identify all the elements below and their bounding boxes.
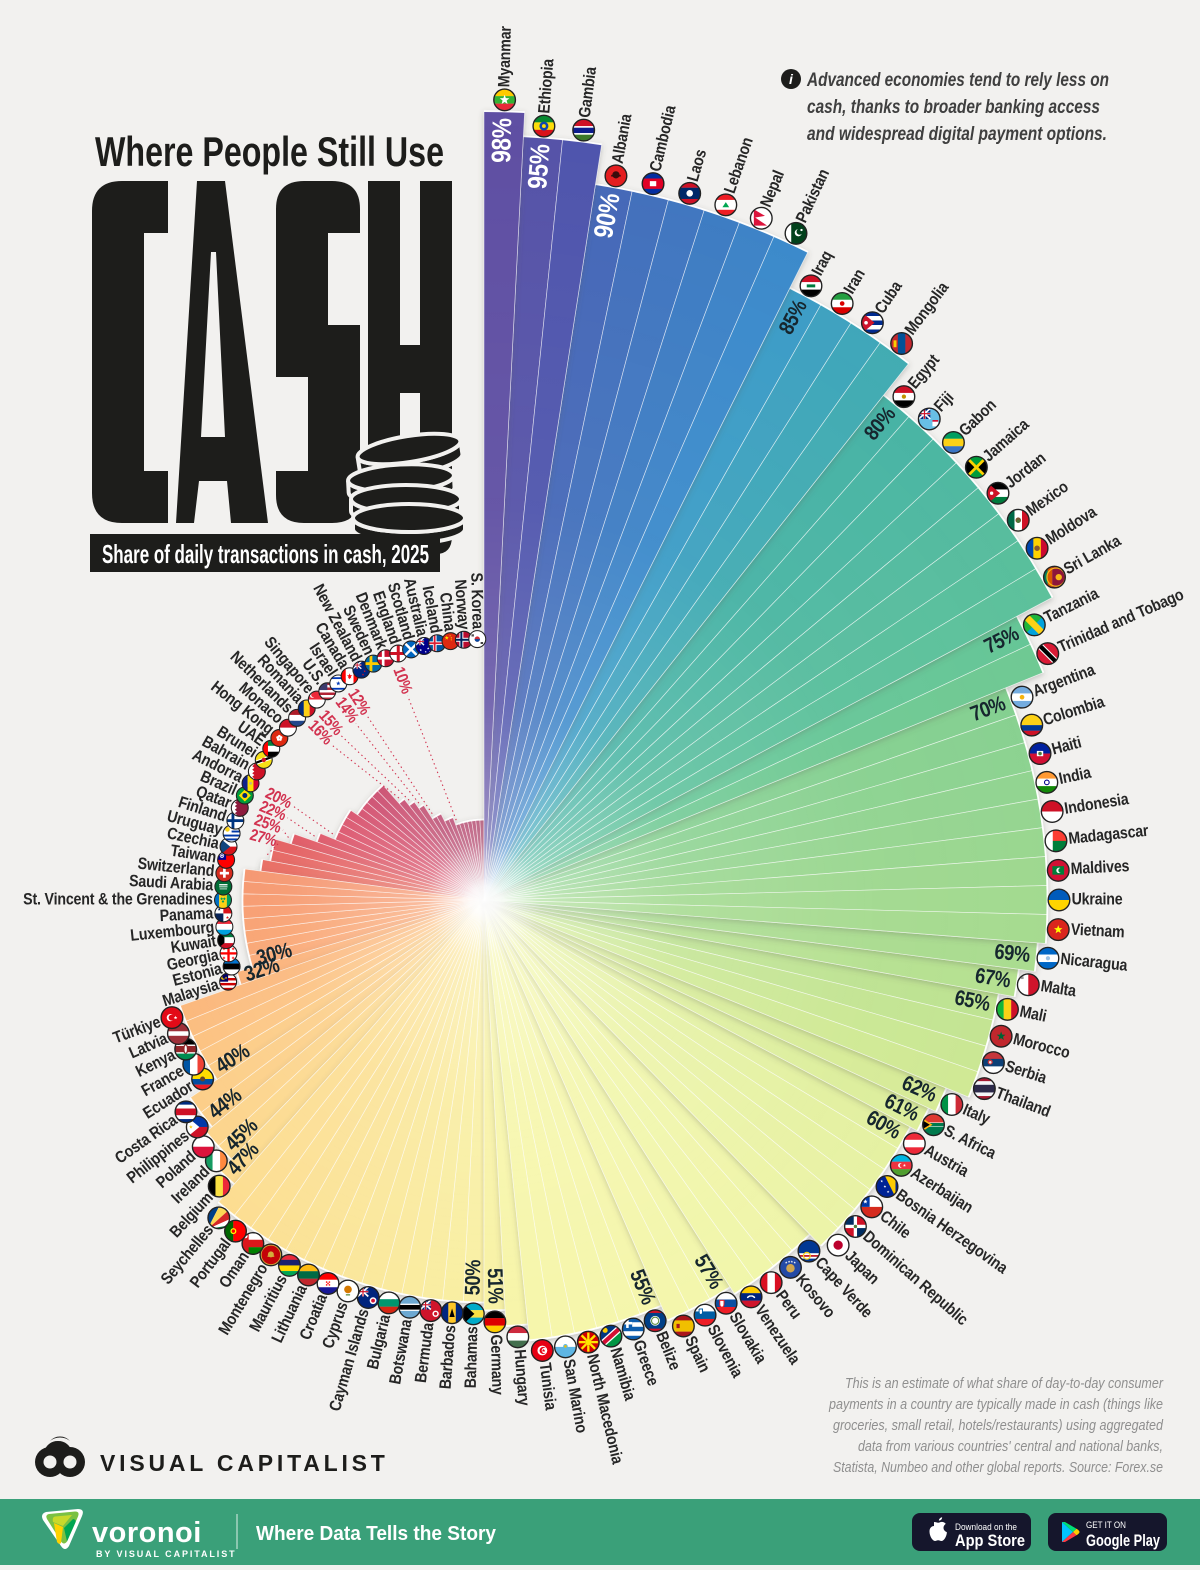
svg-text:Share of daily transactions in: Share of daily transactions in cash, 202… <box>102 539 429 569</box>
svg-text:Where Data Tells the Story: Where Data Tells the Story <box>256 1523 497 1545</box>
svg-text:Where People Still Use: Where People Still Use <box>95 128 444 175</box>
svg-text:Norway: Norway <box>451 579 473 631</box>
svg-text:Bahamas: Bahamas <box>462 1326 482 1388</box>
svg-text:BY VISUAL CAPITALIST: BY VISUAL CAPITALIST <box>96 1549 237 1559</box>
svg-text:Saudi Arabia: Saudi Arabia <box>129 872 214 895</box>
svg-text:50%: 50% <box>461 1259 486 1296</box>
svg-text:Advanced economies tend to rel: Advanced economies tend to rely less on <box>806 70 1109 91</box>
svg-text:69%: 69% <box>993 940 1031 967</box>
svg-text:Malta: Malta <box>1039 977 1077 1001</box>
svg-text:St. Vincent & the Grenadines: St. Vincent & the Grenadines <box>23 890 213 908</box>
svg-text:Barbados: Barbados <box>437 1325 460 1390</box>
svg-text:This is an estimate of what sh: This is an estimate of what share of day… <box>845 1376 1164 1392</box>
svg-text:Germany: Germany <box>487 1334 507 1395</box>
svg-text:98%: 98% <box>486 118 517 164</box>
svg-text:Panama: Panama <box>159 904 214 925</box>
svg-text:Vietnam: Vietnam <box>1070 921 1125 942</box>
svg-text:and widespread digital payment: and widespread digital payment options. <box>807 124 1107 145</box>
svg-text:S. Korea: S. Korea <box>467 572 487 629</box>
svg-text:i: i <box>789 71 794 87</box>
svg-text:payments in a country are typi: payments in a country are typically made… <box>828 1397 1163 1413</box>
svg-text:Maldives: Maldives <box>1070 857 1129 878</box>
svg-text:Statista, Numbeo and other glo: Statista, Numbeo and other global report… <box>833 1460 1163 1476</box>
svg-text:Google Play: Google Play <box>1086 1532 1161 1550</box>
svg-text:groceries, small retail, hotel: groceries, small retail, hotels/restaura… <box>833 1418 1164 1434</box>
svg-text:Ethiopia: Ethiopia <box>535 58 557 114</box>
svg-text:cash, thanks to broader bankin: cash, thanks to broader banking access <box>807 97 1100 118</box>
svg-text:67%: 67% <box>973 964 1012 993</box>
svg-text:VISUAL CAPITALIST: VISUAL CAPITALIST <box>100 1450 389 1476</box>
svg-text:51%: 51% <box>482 1268 507 1305</box>
svg-text:App Store: App Store <box>955 1532 1025 1550</box>
svg-text:voronoi: voronoi <box>92 1517 202 1549</box>
svg-text:Mali: Mali <box>1018 1003 1048 1026</box>
svg-text:Hungary: Hungary <box>510 1349 533 1407</box>
svg-text:Myanmar: Myanmar <box>495 26 515 88</box>
svg-text:China: China <box>436 592 459 633</box>
svg-text:95%: 95% <box>523 143 557 190</box>
svg-text:Ukraine: Ukraine <box>1072 890 1123 908</box>
svg-text:GET IT ON: GET IT ON <box>1086 1520 1126 1530</box>
svg-text:Download on the: Download on the <box>955 1522 1017 1533</box>
svg-text:data from various countries' c: data from various countries' central and… <box>858 1439 1163 1455</box>
